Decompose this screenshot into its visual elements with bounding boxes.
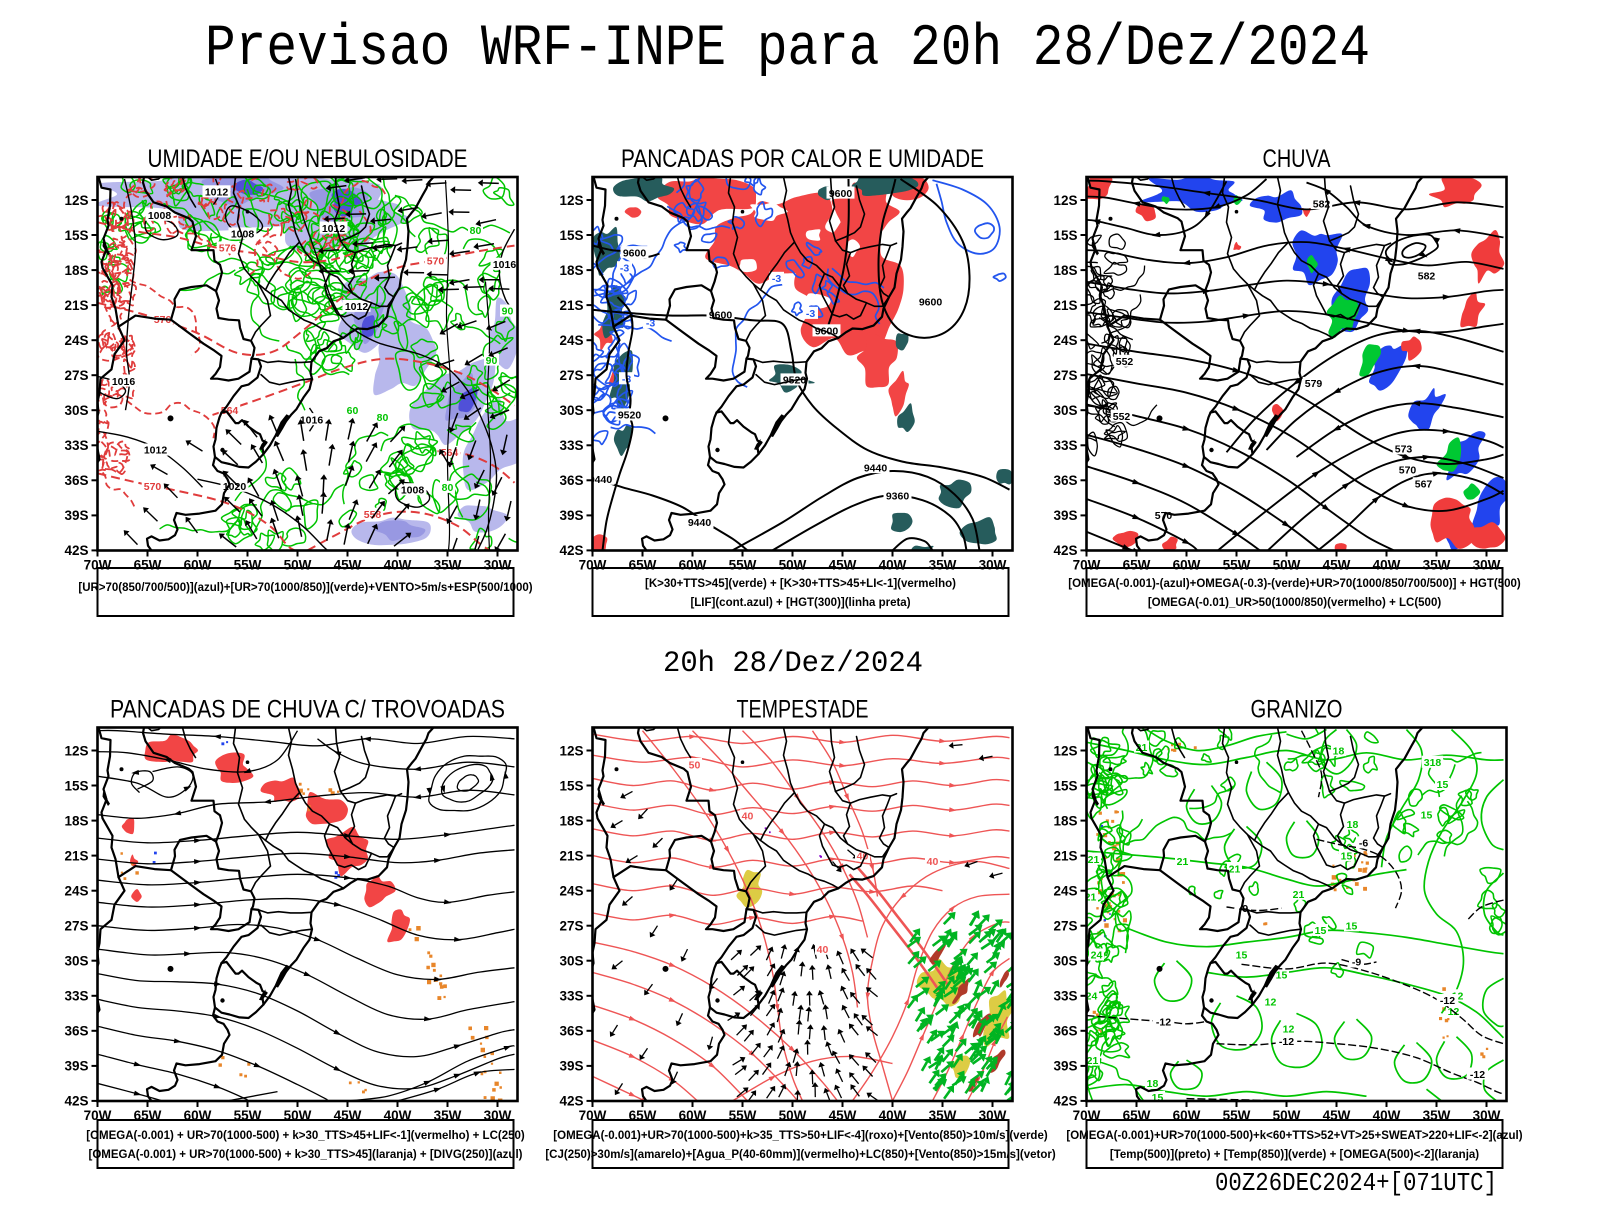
svg-text:9600: 9600 bbox=[829, 188, 853, 200]
svg-text:1016: 1016 bbox=[300, 414, 324, 426]
svg-text:21: 21 bbox=[1088, 854, 1100, 866]
svg-text:582: 582 bbox=[1313, 198, 1331, 210]
svg-text:-3: -3 bbox=[620, 263, 629, 275]
svg-text:15: 15 bbox=[1346, 921, 1358, 933]
svg-text:[OMEGA(-0.001)+UR>70(1000-500): [OMEGA(-0.001)+UR>70(1000-500)+k<60+TTS>… bbox=[1066, 1130, 1522, 1142]
svg-text:18: 18 bbox=[1147, 1078, 1159, 1090]
svg-text:50: 50 bbox=[689, 759, 701, 771]
svg-text:-12: -12 bbox=[1470, 1069, 1485, 1081]
svg-text:90: 90 bbox=[486, 355, 498, 367]
svg-text:9440: 9440 bbox=[589, 474, 613, 486]
svg-text:-3: -3 bbox=[646, 317, 655, 329]
svg-text:-12: -12 bbox=[1156, 1016, 1171, 1028]
svg-text:15: 15 bbox=[1341, 850, 1353, 862]
svg-text:9440: 9440 bbox=[688, 517, 712, 529]
svg-text:570: 570 bbox=[144, 481, 162, 493]
svg-text:TEMPESTADE: TEMPESTADE bbox=[737, 696, 869, 724]
svg-text:40: 40 bbox=[742, 811, 754, 823]
svg-text:24: 24 bbox=[1091, 950, 1103, 962]
svg-text:15: 15 bbox=[1421, 810, 1433, 822]
svg-text:CHUVA: CHUVA bbox=[1263, 145, 1331, 173]
svg-text:1016: 1016 bbox=[493, 259, 517, 271]
svg-text:1012: 1012 bbox=[205, 187, 229, 199]
svg-text:15: 15 bbox=[1315, 925, 1327, 937]
svg-text:40: 40 bbox=[857, 850, 869, 862]
svg-text:[UR>70(850/700/500)](azul)+[UR: [UR>70(850/700/500)](azul)+[UR>70(1000/8… bbox=[78, 582, 532, 594]
svg-text:[Temp(500)](preto) + [Temp(850: [Temp(500)](preto) + [Temp(850)](verde) … bbox=[1110, 1149, 1479, 1161]
svg-text:90: 90 bbox=[502, 306, 514, 318]
svg-text:15: 15 bbox=[1236, 950, 1248, 962]
svg-text:-9: -9 bbox=[1352, 957, 1361, 969]
svg-text:12: 12 bbox=[1283, 1023, 1295, 1035]
svg-text:00Z26DEC2024+[071UTC]: 00Z26DEC2024+[071UTC] bbox=[1215, 1168, 1497, 1198]
svg-text:21: 21 bbox=[1087, 1055, 1099, 1067]
svg-text:[CJ(250)>30m/s](amarelo)+[Agua: [CJ(250)>30m/s](amarelo)+[Agua_P(40-60mm… bbox=[545, 1149, 1055, 1161]
svg-text:579: 579 bbox=[1305, 378, 1323, 390]
svg-text:564: 564 bbox=[441, 447, 459, 459]
svg-text:21: 21 bbox=[1293, 889, 1305, 901]
svg-text:[OMEGA(-0.001) + UR>70(1000-50: [OMEGA(-0.001) + UR>70(1000-500) + k>30_… bbox=[86, 1130, 525, 1142]
svg-text:9600: 9600 bbox=[919, 296, 943, 308]
svg-text:15: 15 bbox=[1152, 1092, 1164, 1104]
svg-text:9600: 9600 bbox=[623, 247, 647, 259]
svg-text:9440: 9440 bbox=[864, 462, 888, 474]
svg-text:18: 18 bbox=[1347, 819, 1359, 831]
svg-text:PANCADAS POR CALOR E UMIDADE: PANCADAS POR CALOR E UMIDADE bbox=[621, 145, 984, 173]
svg-text:552: 552 bbox=[1113, 411, 1131, 423]
svg-text:576: 576 bbox=[219, 243, 237, 255]
svg-text:552: 552 bbox=[1116, 356, 1134, 368]
svg-text:40: 40 bbox=[927, 856, 939, 868]
svg-text:60: 60 bbox=[347, 405, 359, 417]
svg-text:567: 567 bbox=[1415, 479, 1433, 491]
svg-text:558: 558 bbox=[364, 509, 382, 521]
svg-text:570: 570 bbox=[1399, 465, 1417, 477]
svg-text:1016: 1016 bbox=[112, 376, 136, 388]
svg-text:1008: 1008 bbox=[231, 229, 255, 241]
svg-text:80: 80 bbox=[470, 225, 482, 237]
svg-text:Previsao WRF-INPE para 20h 28: Previsao WRF-INPE para 20h 28/Dez/2024 bbox=[205, 17, 1370, 82]
svg-text:1012: 1012 bbox=[322, 223, 346, 235]
svg-text:21: 21 bbox=[1085, 891, 1097, 903]
svg-text:15: 15 bbox=[1276, 970, 1288, 982]
svg-text:UMIDADE E/OU NEBULOSIDADE: UMIDADE E/OU NEBULOSIDADE bbox=[148, 145, 468, 173]
svg-text:GRANIZO: GRANIZO bbox=[1251, 696, 1343, 724]
svg-text:24: 24 bbox=[1086, 991, 1098, 1003]
svg-text:[OMEGA(-0.01)_UR>50(1000/850)(: [OMEGA(-0.01)_UR>50(1000/850)(vermelho) … bbox=[1148, 597, 1442, 609]
svg-text:[OMEGA(-0.001)-(azul)+OMEGA(-0: [OMEGA(-0.001)-(azul)+OMEGA(-0.3)-(verde… bbox=[1068, 578, 1521, 590]
svg-text:-6: -6 bbox=[1359, 838, 1368, 850]
svg-text:80: 80 bbox=[377, 412, 389, 424]
svg-text:-3: -3 bbox=[806, 308, 815, 320]
svg-text:20h 28/Dez/2024: 20h 28/Dez/2024 bbox=[663, 647, 923, 681]
svg-text:[LIF](cont.azul) + [HGT(300)](: [LIF](cont.azul) + [HGT(300)](linha pret… bbox=[690, 597, 910, 609]
svg-text:21: 21 bbox=[1136, 742, 1148, 754]
svg-text:-3: -3 bbox=[772, 273, 781, 285]
svg-text:318: 318 bbox=[1424, 757, 1442, 769]
svg-text:1012: 1012 bbox=[345, 301, 369, 313]
svg-text:-12: -12 bbox=[1279, 1036, 1294, 1048]
svg-text:582: 582 bbox=[1418, 271, 1436, 283]
svg-text:[OMEGA(-0.001) + UR>70(1000-50: [OMEGA(-0.001) + UR>70(1000-500) + k>30_… bbox=[89, 1149, 523, 1161]
svg-text:[K>30+TTS>45](verde) + [K>30+T: [K>30+TTS>45](verde) + [K>30+TTS>45+LI<-… bbox=[645, 578, 956, 590]
svg-text:570: 570 bbox=[427, 256, 445, 268]
svg-text:573: 573 bbox=[1395, 444, 1413, 456]
svg-text:[OMEGA(-0.001)+UR>70(1000-500): [OMEGA(-0.001)+UR>70(1000-500)+k>35_TTS>… bbox=[553, 1130, 1048, 1142]
svg-text:9520: 9520 bbox=[618, 410, 642, 422]
svg-text:21: 21 bbox=[1229, 863, 1241, 875]
svg-text:1008: 1008 bbox=[148, 210, 172, 222]
svg-text:1012: 1012 bbox=[144, 445, 168, 457]
svg-text:9360: 9360 bbox=[886, 490, 910, 502]
svg-text:15: 15 bbox=[1437, 779, 1449, 791]
svg-text:80: 80 bbox=[442, 482, 454, 494]
svg-text:PANCADAS DE CHUVA C/ TROVOADAS: PANCADAS DE CHUVA C/ TROVOADAS bbox=[110, 696, 505, 724]
svg-text:1008: 1008 bbox=[401, 485, 425, 497]
svg-text:40: 40 bbox=[817, 944, 829, 956]
svg-text:21: 21 bbox=[1177, 856, 1189, 868]
svg-text:18: 18 bbox=[1333, 745, 1345, 757]
svg-text:12: 12 bbox=[1265, 996, 1277, 1008]
svg-text:-12: -12 bbox=[1440, 995, 1455, 1007]
